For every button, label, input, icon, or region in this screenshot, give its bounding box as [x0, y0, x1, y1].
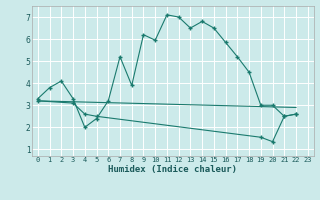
X-axis label: Humidex (Indice chaleur): Humidex (Indice chaleur)	[108, 165, 237, 174]
